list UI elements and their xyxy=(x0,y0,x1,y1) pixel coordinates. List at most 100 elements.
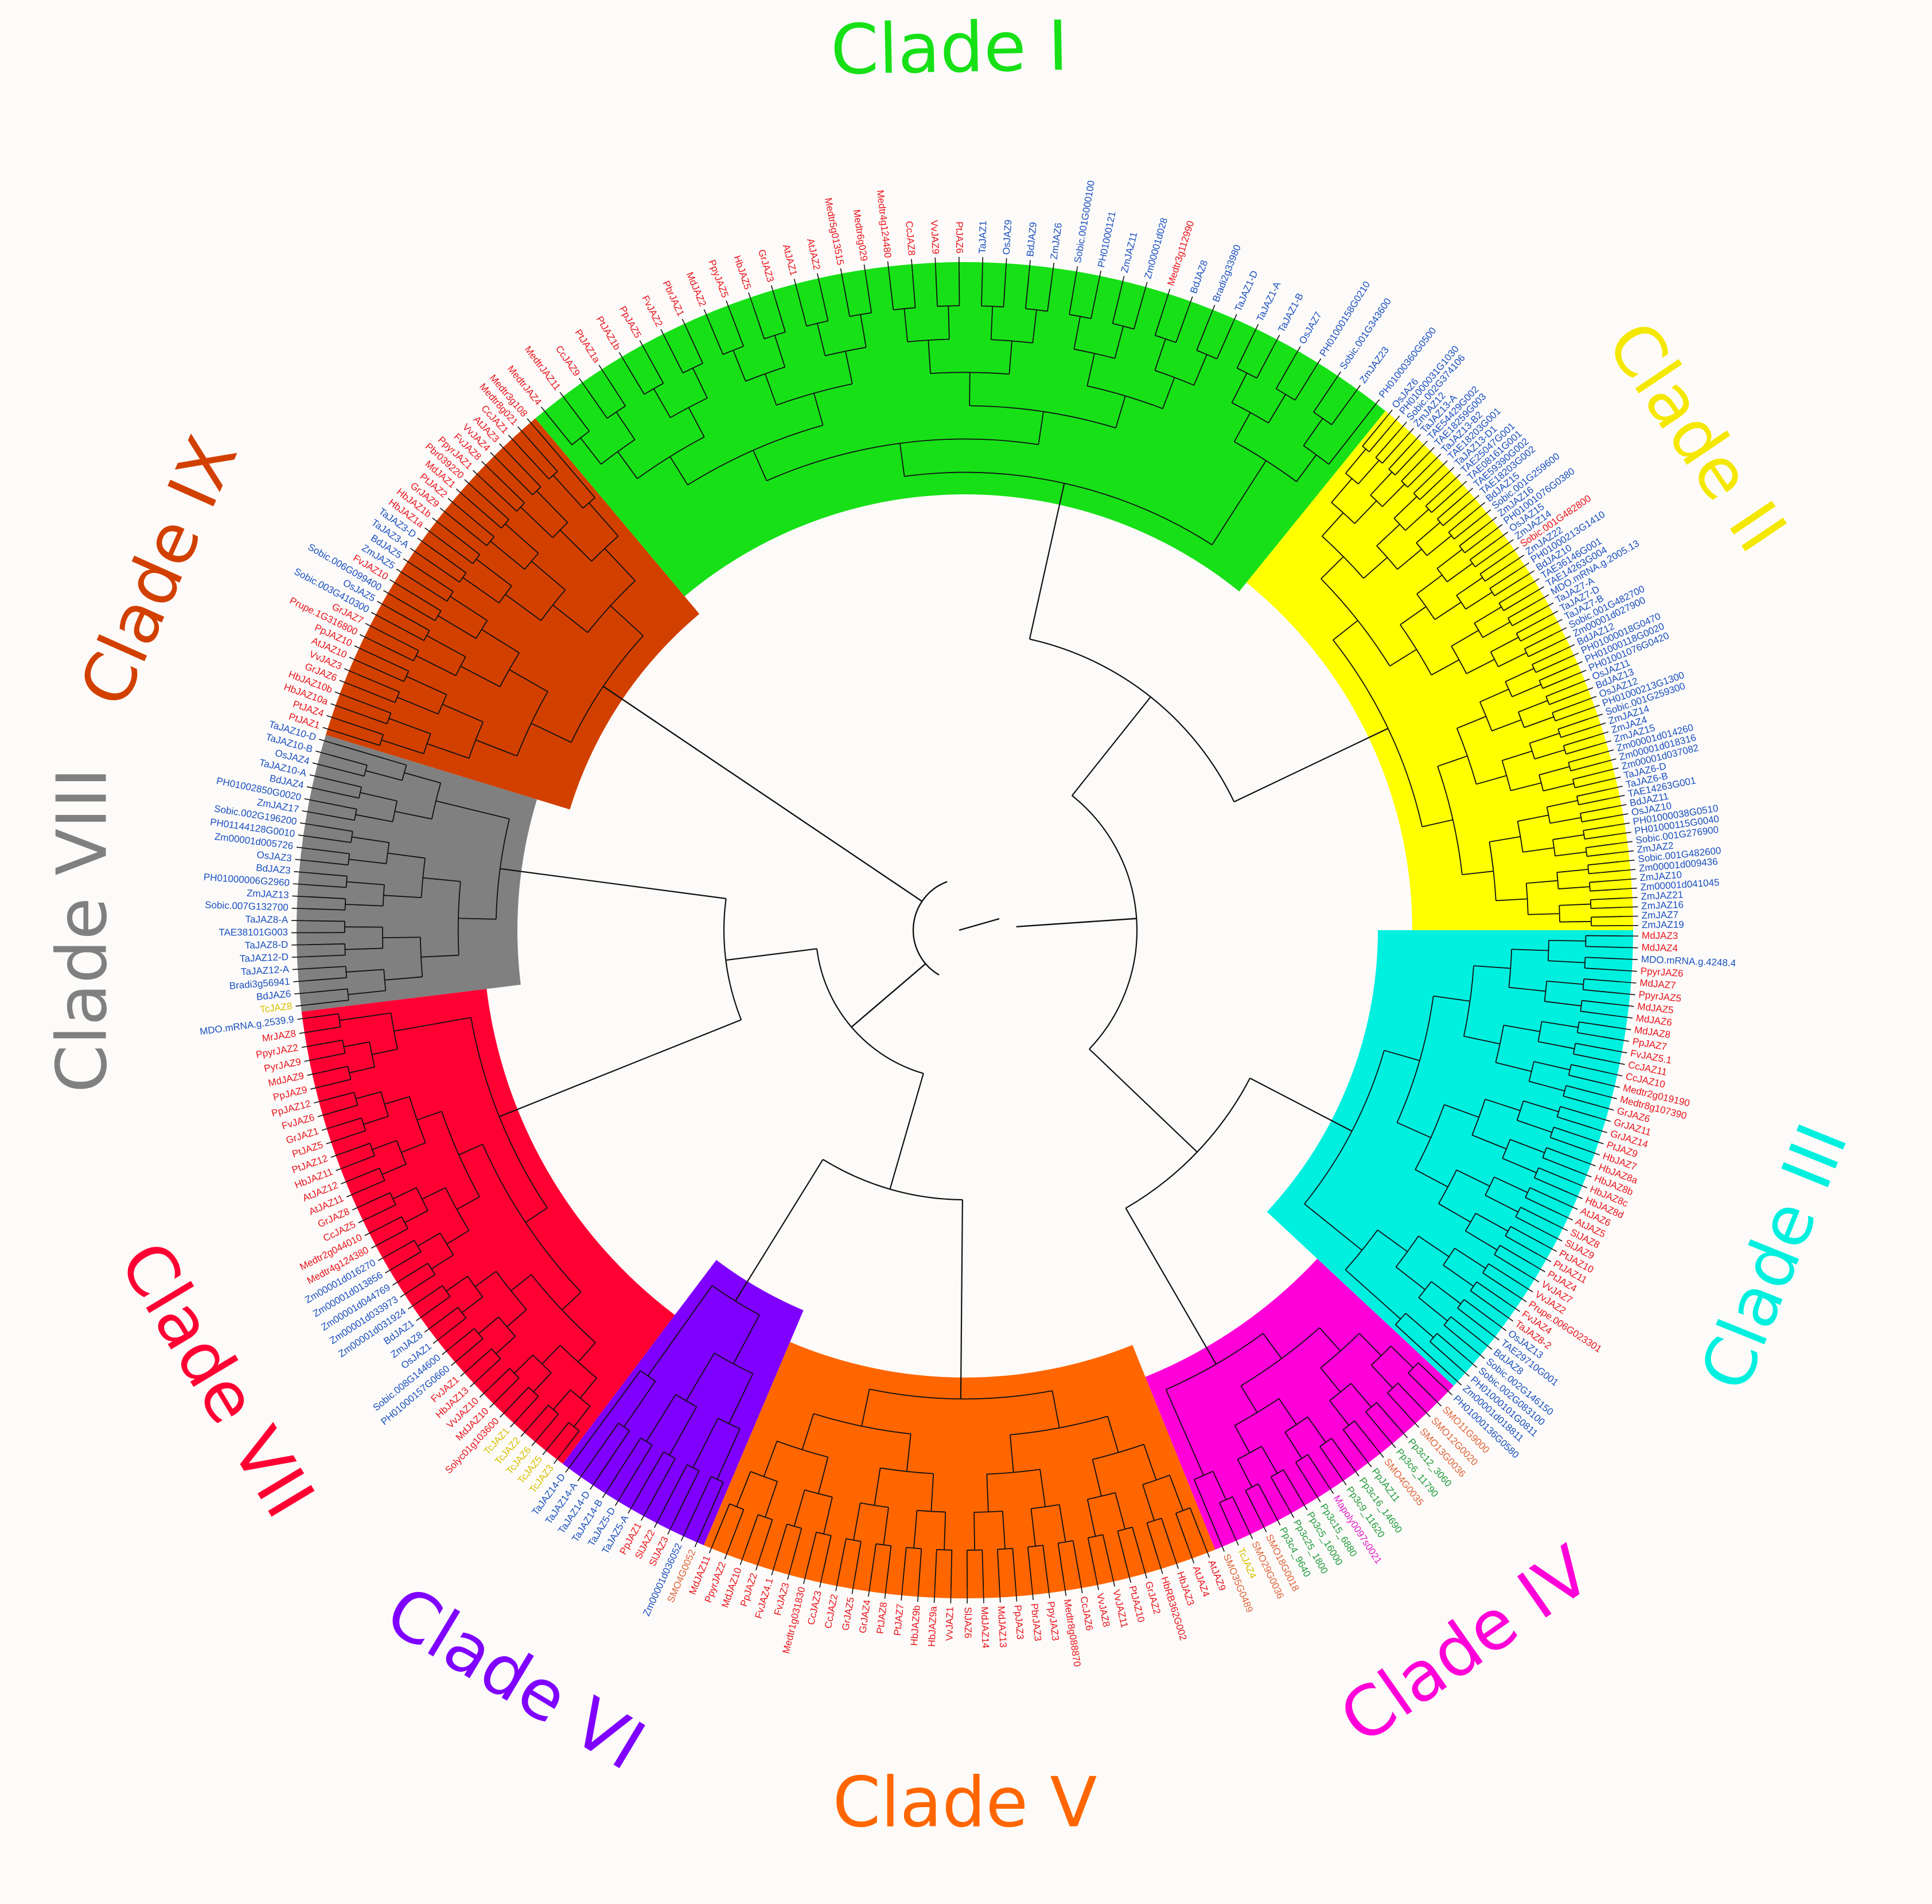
leaf-tip-branch xyxy=(863,264,867,280)
leaf-tip-branch xyxy=(489,1396,501,1408)
leaf-tip-branch xyxy=(424,527,438,538)
internal-branch xyxy=(1437,498,1462,520)
leaf-tip-branch xyxy=(540,406,551,419)
leaf-tip-branch xyxy=(298,834,314,838)
internal-branch xyxy=(1012,1548,1016,1586)
internal-branch xyxy=(333,743,407,766)
leaf-tip-branch xyxy=(1259,1518,1267,1533)
internal-branch xyxy=(1523,1100,1559,1113)
internal-branch xyxy=(1069,282,1076,315)
branch-arc xyxy=(1505,681,1513,697)
internal-branch xyxy=(1278,1398,1297,1425)
leaf-tip-branch xyxy=(1467,494,1479,506)
leaf-tip-branch xyxy=(542,1442,553,1456)
internal-branch xyxy=(667,343,684,373)
leaf-tip-branch xyxy=(1450,1374,1462,1386)
internal-branch xyxy=(1543,783,1574,791)
branch-arc xyxy=(548,1404,559,1415)
internal-branch xyxy=(1559,903,1591,906)
leaf-tip-branch xyxy=(1519,1283,1533,1293)
leaf-tip-branch xyxy=(1311,1488,1321,1503)
internal-branch xyxy=(951,1550,953,1588)
leaf-tip-branch xyxy=(680,1526,688,1542)
leaf-tip-branch xyxy=(681,318,690,334)
internal-branch xyxy=(1397,1383,1420,1406)
internal-branch xyxy=(319,1052,345,1059)
internal-branch xyxy=(753,450,768,481)
internal-branch xyxy=(1456,1169,1490,1187)
internal-branch xyxy=(1413,471,1437,494)
internal-branch xyxy=(1400,606,1427,626)
leaf-tip-branch xyxy=(377,600,391,610)
leaf-tip-branch xyxy=(1581,1160,1596,1166)
internal-branch xyxy=(501,463,533,495)
internal-branch xyxy=(1162,377,1175,409)
leaf-tip-branch xyxy=(1286,1504,1295,1518)
internal-branch xyxy=(307,943,345,946)
internal-branch xyxy=(381,1164,407,1175)
leaf-label: MdJAZ2 xyxy=(684,271,708,309)
branch-arc xyxy=(571,431,590,446)
branch-arc xyxy=(1549,1127,1555,1138)
branch-arc xyxy=(548,471,558,480)
leaf-tip-branch xyxy=(1385,1435,1396,1448)
leaf-tip-branch xyxy=(294,992,310,994)
internal-branch xyxy=(1370,471,1393,495)
leaf-tip-branch xyxy=(527,418,538,431)
leaf-tip-branch xyxy=(1588,1138,1604,1145)
internal-branch xyxy=(1313,384,1333,413)
internal-branch xyxy=(1350,1383,1372,1408)
internal-branch xyxy=(1470,540,1496,560)
branch-arc xyxy=(1025,308,1048,312)
leaf-tip-branch xyxy=(1599,1105,1614,1111)
internal-branch xyxy=(345,947,383,950)
leaf-tip-branch xyxy=(407,1300,422,1310)
internal-branch xyxy=(1358,460,1380,485)
branch-arc xyxy=(1525,1187,1530,1198)
leaf-label: CcJAZ3 xyxy=(805,1590,824,1626)
internal-branch xyxy=(409,577,447,602)
branch-arc xyxy=(587,580,636,633)
internal-branch xyxy=(1397,1122,1431,1138)
internal-branch xyxy=(505,594,542,621)
internal-branch xyxy=(886,1546,892,1583)
branch-arc xyxy=(1087,385,1163,409)
leaf-tip-branch xyxy=(887,261,890,277)
internal-branch xyxy=(1354,1421,1374,1446)
leaf-tip-branch xyxy=(917,1586,920,1602)
internal-branch xyxy=(381,739,424,755)
leaf-label: Medtr4g124480 xyxy=(875,189,894,258)
internal-branch xyxy=(1354,500,1377,524)
internal-branch xyxy=(412,1274,435,1289)
internal-branch xyxy=(1370,1364,1393,1388)
leaf-label: TcJAZ8 xyxy=(259,1001,293,1015)
leaf-tip-branch xyxy=(1079,1578,1083,1594)
internal-branch xyxy=(349,697,391,714)
leaf-tip-branch xyxy=(294,871,310,873)
leaf-label: HbJAZ5 xyxy=(731,254,753,291)
internal-branch xyxy=(1529,732,1560,744)
internal-branch xyxy=(1454,1247,1486,1269)
branch-arc xyxy=(516,691,548,756)
branch-arc xyxy=(354,809,357,821)
leaf-tip-branch xyxy=(1349,1463,1360,1477)
leaf-tip-branch xyxy=(703,309,711,324)
internal-branch xyxy=(450,596,488,621)
internal-branch xyxy=(1463,1036,1501,1045)
internal-branch xyxy=(616,411,636,440)
leaf-tip-branch xyxy=(432,517,445,528)
internal-branch xyxy=(1578,798,1610,806)
branch-arc xyxy=(1147,1517,1162,1524)
leaf-tip-branch xyxy=(1396,422,1407,434)
internal-branch xyxy=(1322,512,1344,537)
internal-branch xyxy=(969,372,971,406)
leaf-tip-branch xyxy=(1552,627,1567,635)
internal-branch xyxy=(1549,692,1579,705)
internal-branch xyxy=(365,770,403,781)
branch-arc xyxy=(1401,481,1408,488)
leaf-label: TAE38101G003 xyxy=(219,927,288,938)
leaf-tip-branch xyxy=(1607,1072,1623,1076)
internal-branch xyxy=(1557,718,1588,730)
leaf-tip-branch xyxy=(400,1288,414,1298)
leaf-tip-branch xyxy=(589,1476,599,1490)
